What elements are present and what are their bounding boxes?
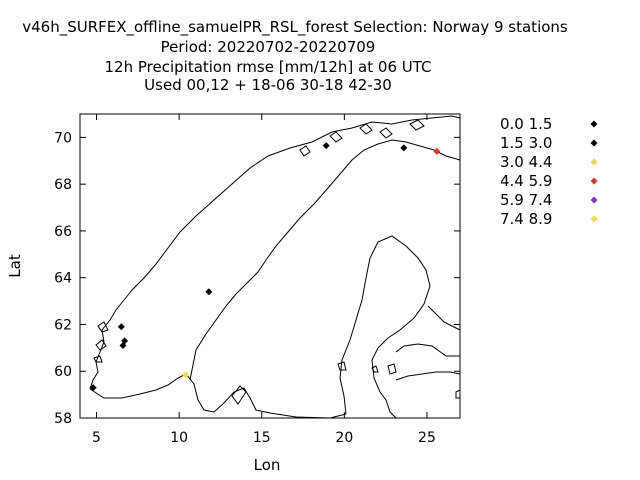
- x-axis-label: Lon: [254, 456, 281, 474]
- legend-marker: [590, 139, 598, 147]
- y-axis-ticks: 58 60 62 64 66 68 70: [54, 130, 460, 427]
- x-tick-label: 10: [170, 430, 188, 446]
- legend-label: 1.5 3.0: [500, 134, 552, 152]
- y-tick-label: 58: [54, 411, 72, 427]
- title-line-2: Period: 20220702-20220709: [161, 38, 376, 56]
- station-point: [89, 384, 97, 392]
- title-line-1: v46h_SURFEX_offline_samuelPR_RSL_forest …: [22, 18, 568, 37]
- station-point: [117, 323, 125, 331]
- station-point: [433, 147, 441, 155]
- y-tick-label: 62: [54, 317, 72, 333]
- legend-label: 7.4 8.9: [500, 210, 552, 228]
- legend-label: 5.9 7.4: [500, 191, 552, 209]
- coastline-map: [89, 115, 461, 419]
- x-tick-label: 25: [418, 430, 436, 446]
- y-tick-label: 68: [54, 177, 72, 193]
- legend: 0.0 1.51.5 3.03.0 4.44.4 5.95.9 7.47.4 8…: [500, 115, 598, 228]
- legend-label: 4.4 5.9: [500, 172, 552, 190]
- x-tick-label: 20: [335, 430, 353, 446]
- station-point: [182, 371, 190, 379]
- chart-title: v46h_SURFEX_offline_samuelPR_RSL_forest …: [22, 18, 568, 94]
- legend-marker: [590, 177, 598, 185]
- station-point: [205, 288, 213, 296]
- x-axis-ticks: 5 10 15 20 25: [92, 114, 436, 446]
- legend-marker: [590, 196, 598, 204]
- legend-label: 0.0 1.5: [500, 115, 552, 133]
- x-tick-label: 15: [253, 430, 271, 446]
- title-line-3: 12h Precipitation rmse [mm/12h] at 06 UT…: [105, 58, 432, 76]
- station-point: [400, 144, 408, 152]
- x-tick-label: 5: [92, 430, 101, 446]
- plot-frame: [79, 113, 461, 419]
- station-point: [119, 342, 127, 350]
- y-tick-label: 64: [54, 271, 72, 287]
- y-tick-label: 60: [54, 364, 72, 380]
- y-tick-label: 66: [54, 224, 72, 240]
- y-tick-label: 70: [54, 130, 72, 146]
- legend-marker: [590, 215, 598, 223]
- legend-marker: [590, 158, 598, 166]
- title-line-4: Used 00,12 + 18-06 30-18 42-30: [144, 76, 392, 94]
- y-axis-label: Lat: [6, 254, 24, 278]
- legend-label: 3.0 4.4: [500, 153, 552, 171]
- station-point: [322, 142, 330, 150]
- legend-marker: [590, 120, 598, 128]
- station-points: [89, 142, 441, 392]
